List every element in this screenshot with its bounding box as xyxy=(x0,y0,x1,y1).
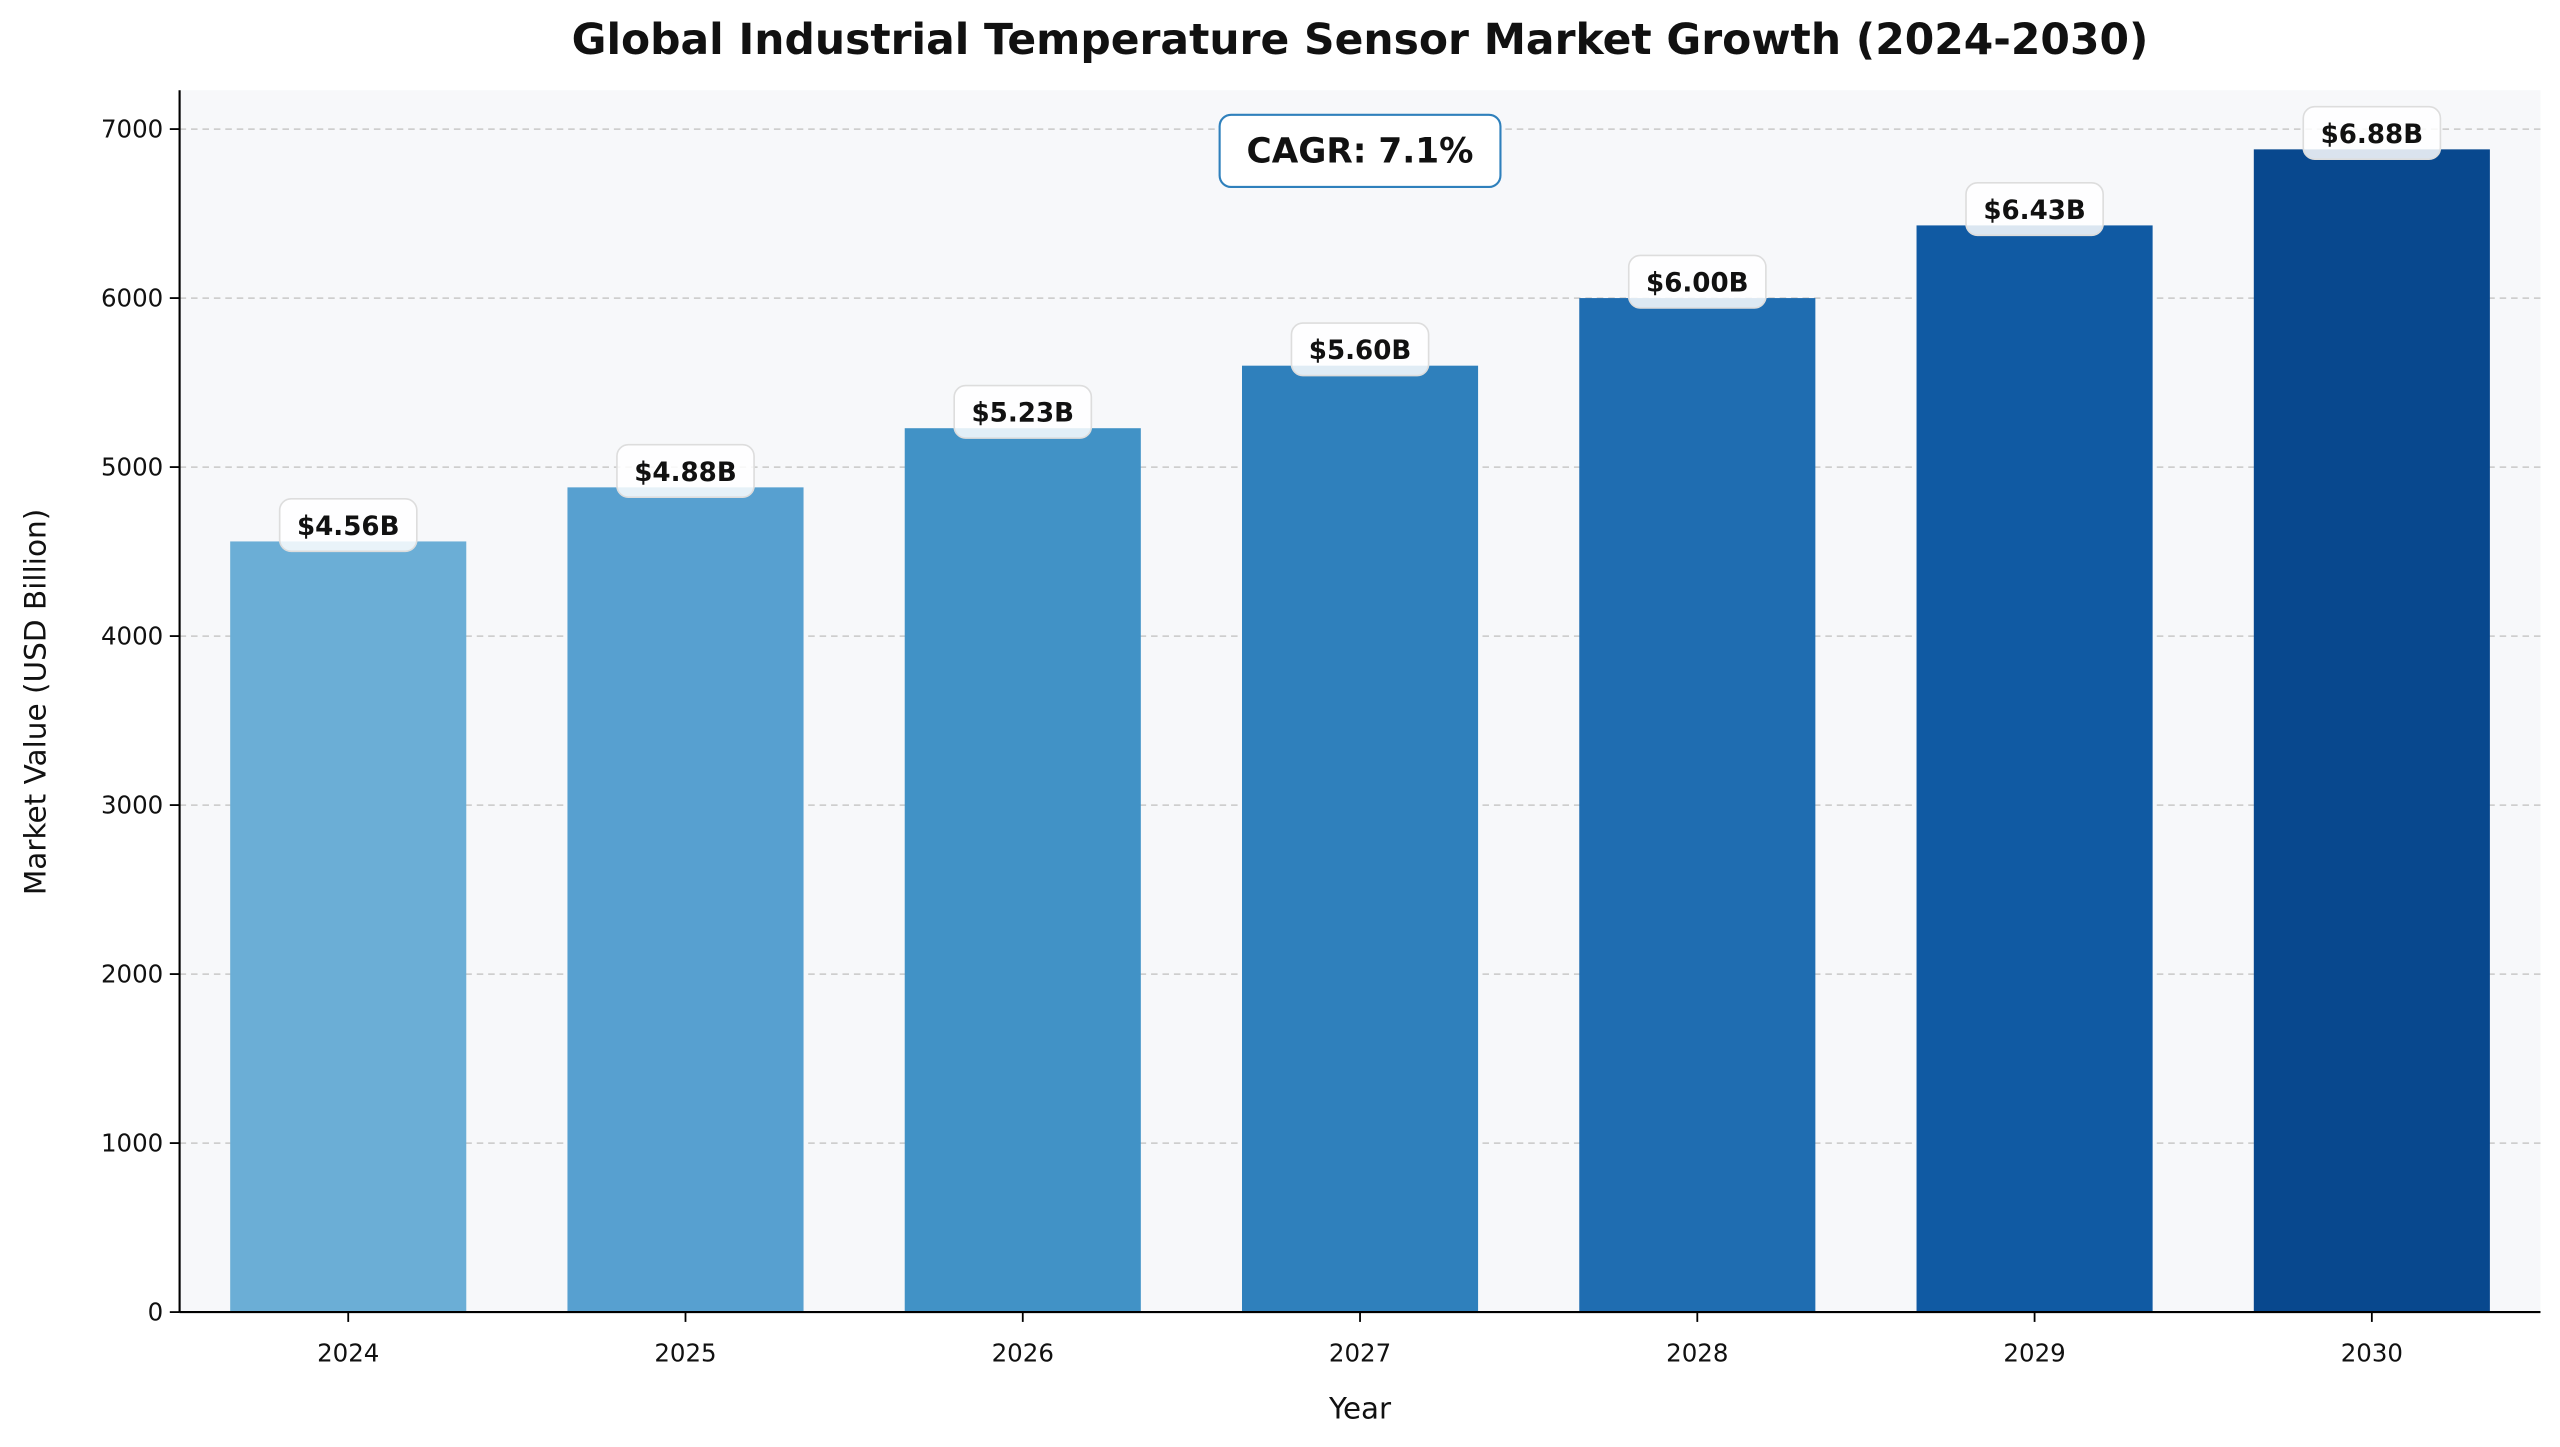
x-tick-label: 2025 xyxy=(654,1338,716,1367)
bar-value-label-box xyxy=(278,497,418,553)
bar-value-label: $5.60B xyxy=(1309,336,1412,366)
y-tick-label: 2000 xyxy=(101,959,163,988)
bar-value-label-box xyxy=(1965,181,2104,237)
y-axis-title: Market Value (USD Billion) xyxy=(19,509,53,895)
y-tick-label: 4000 xyxy=(101,621,163,650)
y-tick-label: 1000 xyxy=(101,1128,163,1157)
cagr-annotation-text: CAGR: 7.1% xyxy=(1247,131,1474,171)
bar-2028 xyxy=(1579,298,1816,1313)
y-tick-label: 0 xyxy=(148,1297,164,1326)
bar-value-label-box xyxy=(2302,105,2442,161)
bar-2025 xyxy=(567,487,804,1313)
chart-title: Global Industrial Temperature Sensor Mar… xyxy=(572,16,2149,65)
bar-value-label-box xyxy=(1627,254,1767,309)
bar-2030 xyxy=(2253,149,2490,1313)
bar-2024 xyxy=(230,541,467,1313)
cagr-annotation-box xyxy=(1218,113,1502,189)
x-tick-label: 2024 xyxy=(317,1338,379,1367)
bar-value-label: $4.88B xyxy=(634,458,737,488)
x-tick-label: 2027 xyxy=(1329,1338,1391,1367)
x-axis-title: Year xyxy=(1328,1392,1392,1426)
bar-2027 xyxy=(1241,365,1479,1313)
bar-value-label: $5.23B xyxy=(972,399,1075,429)
bar-value-label-box xyxy=(953,384,1093,439)
bar-2026 xyxy=(904,428,1141,1313)
bar-value-label: $6.00B xyxy=(1646,268,1749,298)
bar-value-label: $4.56B xyxy=(297,512,400,542)
bar-2029 xyxy=(1916,225,2153,1313)
bar-value-labels: $4.56B $4.88B $5.23B $5.60B $6.00B $6.43B $6.8… xyxy=(278,105,2442,553)
bar-value-label-box xyxy=(1290,322,1430,377)
y-tick-label: 3000 xyxy=(101,790,163,819)
bar-value-label-box xyxy=(616,443,755,499)
bar-value-label: $6.88B xyxy=(2321,120,2424,150)
x-tick-label: 2026 xyxy=(992,1338,1054,1367)
y-tick-label: 5000 xyxy=(101,452,163,481)
y-tick-label: 7000 xyxy=(101,114,163,143)
bar-value-label: $6.43B xyxy=(1983,196,2086,226)
x-tick-label: 2029 xyxy=(2003,1338,2065,1367)
axes: 0 1000 2000 3000 4000 5000 6000 7000 2024 2025 202… xyxy=(101,90,2541,1367)
x-tick-label: 2028 xyxy=(1666,1338,1728,1367)
bars xyxy=(230,149,2490,1313)
y-tick-label: 6000 xyxy=(101,283,163,312)
x-tick-label: 2030 xyxy=(2341,1338,2403,1367)
cagr-annotation: CAGR: 7.1% xyxy=(1218,113,1502,189)
